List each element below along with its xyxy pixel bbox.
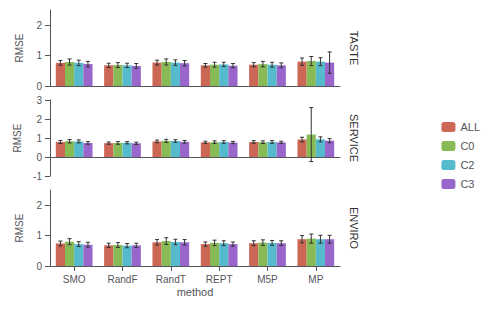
- svg-text:SMO: SMO: [63, 274, 86, 285]
- svg-text:M5P: M5P: [257, 274, 278, 285]
- svg-text:C2: C2: [460, 159, 474, 171]
- svg-text:REPT: REPT: [206, 274, 233, 285]
- svg-text:1: 1: [36, 133, 42, 144]
- svg-text:2: 2: [36, 114, 42, 125]
- svg-text:TASTE: TASTE: [348, 31, 360, 66]
- svg-text:RMSE: RMSE: [14, 33, 25, 62]
- svg-text:RMSE: RMSE: [14, 213, 25, 242]
- svg-text:1: 1: [36, 50, 42, 61]
- svg-text:0: 0: [36, 261, 42, 272]
- svg-text:C3: C3: [460, 178, 474, 190]
- svg-text:MP: MP: [308, 274, 323, 285]
- svg-text:-1: -1: [33, 171, 42, 182]
- svg-text:0: 0: [36, 152, 42, 163]
- svg-text:RandF: RandF: [107, 274, 137, 285]
- svg-text:RandT: RandT: [156, 274, 186, 285]
- svg-text:SERVICE: SERVICE: [348, 114, 360, 162]
- svg-text:ALL: ALL: [460, 121, 480, 133]
- svg-text:ENVIRO: ENVIRO: [348, 207, 360, 250]
- svg-text:0: 0: [36, 81, 42, 92]
- svg-text:2: 2: [36, 20, 42, 31]
- svg-text:method: method: [177, 286, 214, 298]
- svg-text:3: 3: [36, 95, 42, 106]
- svg-text:2: 2: [36, 200, 42, 211]
- svg-text:1: 1: [36, 230, 42, 241]
- svg-text:C0: C0: [460, 140, 474, 152]
- svg-text:RMSE: RMSE: [12, 123, 23, 152]
